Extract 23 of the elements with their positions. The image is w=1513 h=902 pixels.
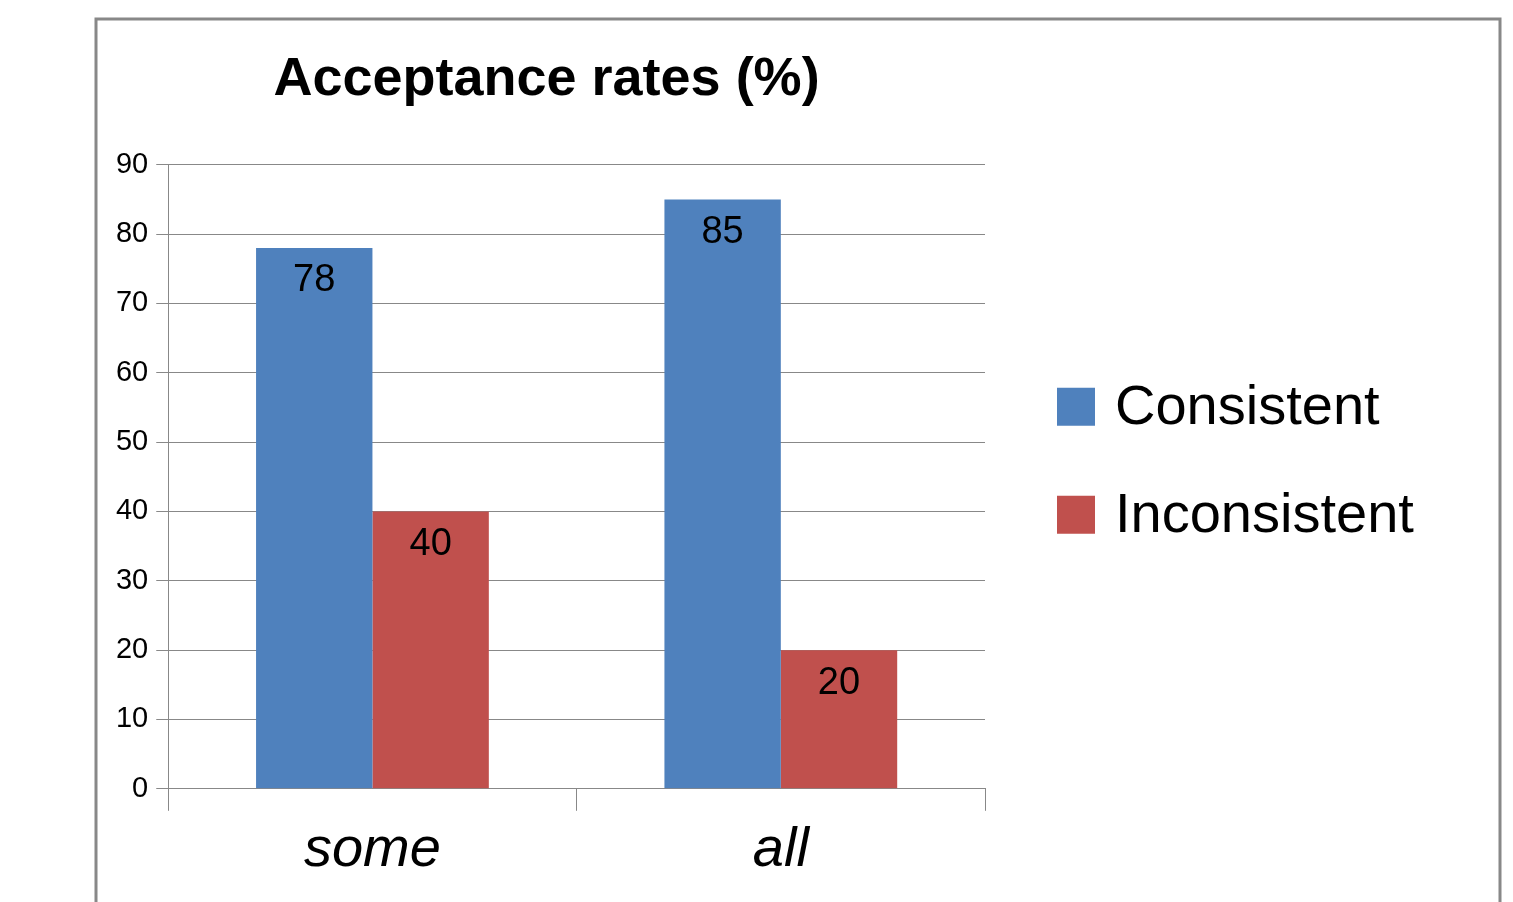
data-label: 20 bbox=[817, 659, 861, 702]
y-tick-label: 10 bbox=[115, 701, 149, 734]
legend-label: Consistent bbox=[1115, 373, 1381, 437]
y-tick-label: 30 bbox=[115, 562, 149, 595]
y-tick-label: 70 bbox=[115, 285, 149, 318]
y-tick-label: 50 bbox=[115, 424, 149, 457]
data-label: 78 bbox=[293, 257, 336, 300]
data-label: 85 bbox=[701, 208, 744, 251]
x-tick-label: some bbox=[303, 814, 441, 878]
bar bbox=[780, 650, 898, 789]
y-tick-label: 80 bbox=[115, 216, 149, 249]
bar bbox=[256, 248, 373, 789]
legend-label: Inconsistent bbox=[1115, 481, 1415, 545]
x-tick-label: all bbox=[752, 814, 811, 878]
data-label: 40 bbox=[409, 520, 452, 563]
y-tick-label: 20 bbox=[115, 632, 149, 665]
bar bbox=[372, 511, 489, 789]
y-tick-label: 60 bbox=[115, 354, 149, 387]
y-tick-label: 40 bbox=[115, 493, 149, 526]
y-tick-label: 0 bbox=[132, 770, 149, 803]
y-tick-label: 90 bbox=[115, 146, 149, 179]
chart-title: Acceptance rates (%) bbox=[273, 46, 820, 107]
bar bbox=[664, 199, 781, 789]
